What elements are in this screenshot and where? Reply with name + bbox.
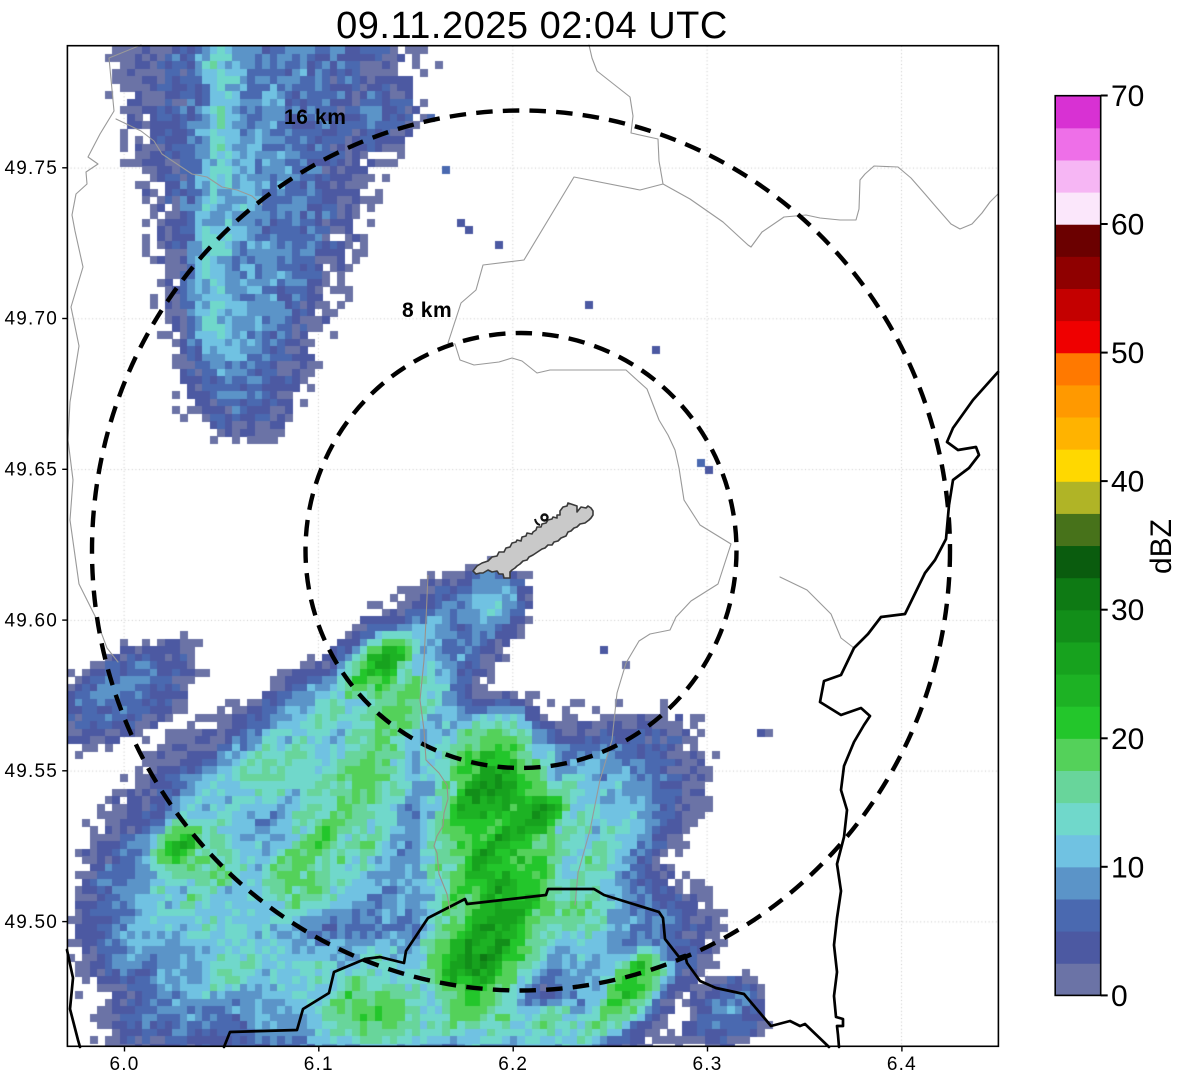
svg-text:6.3: 6.3 (692, 1054, 722, 1075)
svg-text:0: 0 (1111, 980, 1128, 1013)
svg-text:50: 50 (1111, 337, 1144, 370)
svg-text:49.70: 49.70 (4, 309, 58, 330)
svg-text:30: 30 (1111, 594, 1144, 627)
svg-text:20: 20 (1111, 723, 1144, 756)
svg-text:dBZ: dBZ (1145, 519, 1178, 574)
svg-text:6.1: 6.1 (304, 1054, 334, 1075)
svg-text:6.2: 6.2 (498, 1054, 528, 1075)
svg-text:49.75: 49.75 (4, 158, 58, 179)
svg-text:70: 70 (1111, 80, 1144, 113)
svg-text:40: 40 (1111, 466, 1144, 499)
svg-text:49.50: 49.50 (4, 912, 58, 933)
svg-text:10: 10 (1111, 851, 1144, 884)
svg-text:49.65: 49.65 (4, 460, 58, 481)
svg-text:49.60: 49.60 (4, 610, 58, 631)
svg-text:16 km: 16 km (284, 106, 347, 129)
svg-text:09.11.2025 02:04 UTC: 09.11.2025 02:04 UTC (336, 5, 728, 47)
svg-text:60: 60 (1111, 209, 1144, 242)
svg-text:6.0: 6.0 (109, 1054, 139, 1075)
svg-text:49.55: 49.55 (4, 761, 58, 782)
svg-text:6.4: 6.4 (887, 1054, 917, 1075)
svg-text:8 km: 8 km (402, 299, 452, 322)
